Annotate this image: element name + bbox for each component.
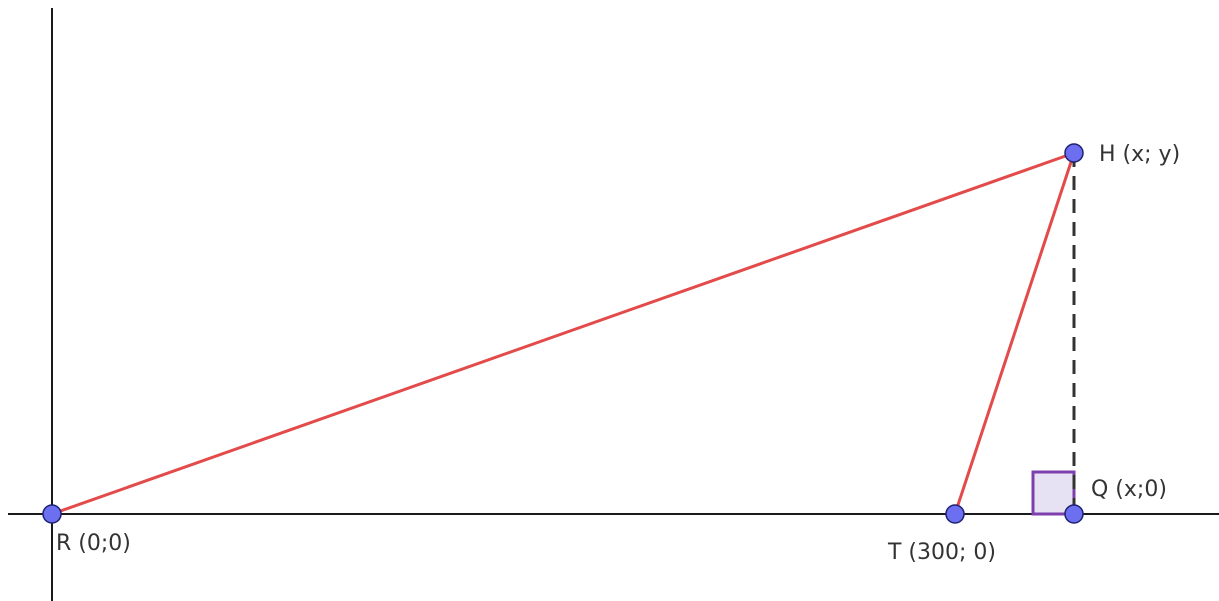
point-Q[interactable] [1064, 504, 1084, 524]
point-R[interactable] [42, 504, 62, 524]
label-T: T (300; 0) [887, 540, 996, 565]
point-H[interactable] [1064, 143, 1084, 163]
label-H: H (x; y) [1099, 142, 1180, 167]
label-R: R (0;0) [56, 531, 131, 556]
right-angle-marker [1031, 470, 1076, 516]
point-T[interactable] [945, 504, 965, 524]
segment-TH [953, 152, 1076, 515]
segment-RH [51, 151, 1075, 516]
label-Q: Q (x;0) [1091, 477, 1167, 502]
